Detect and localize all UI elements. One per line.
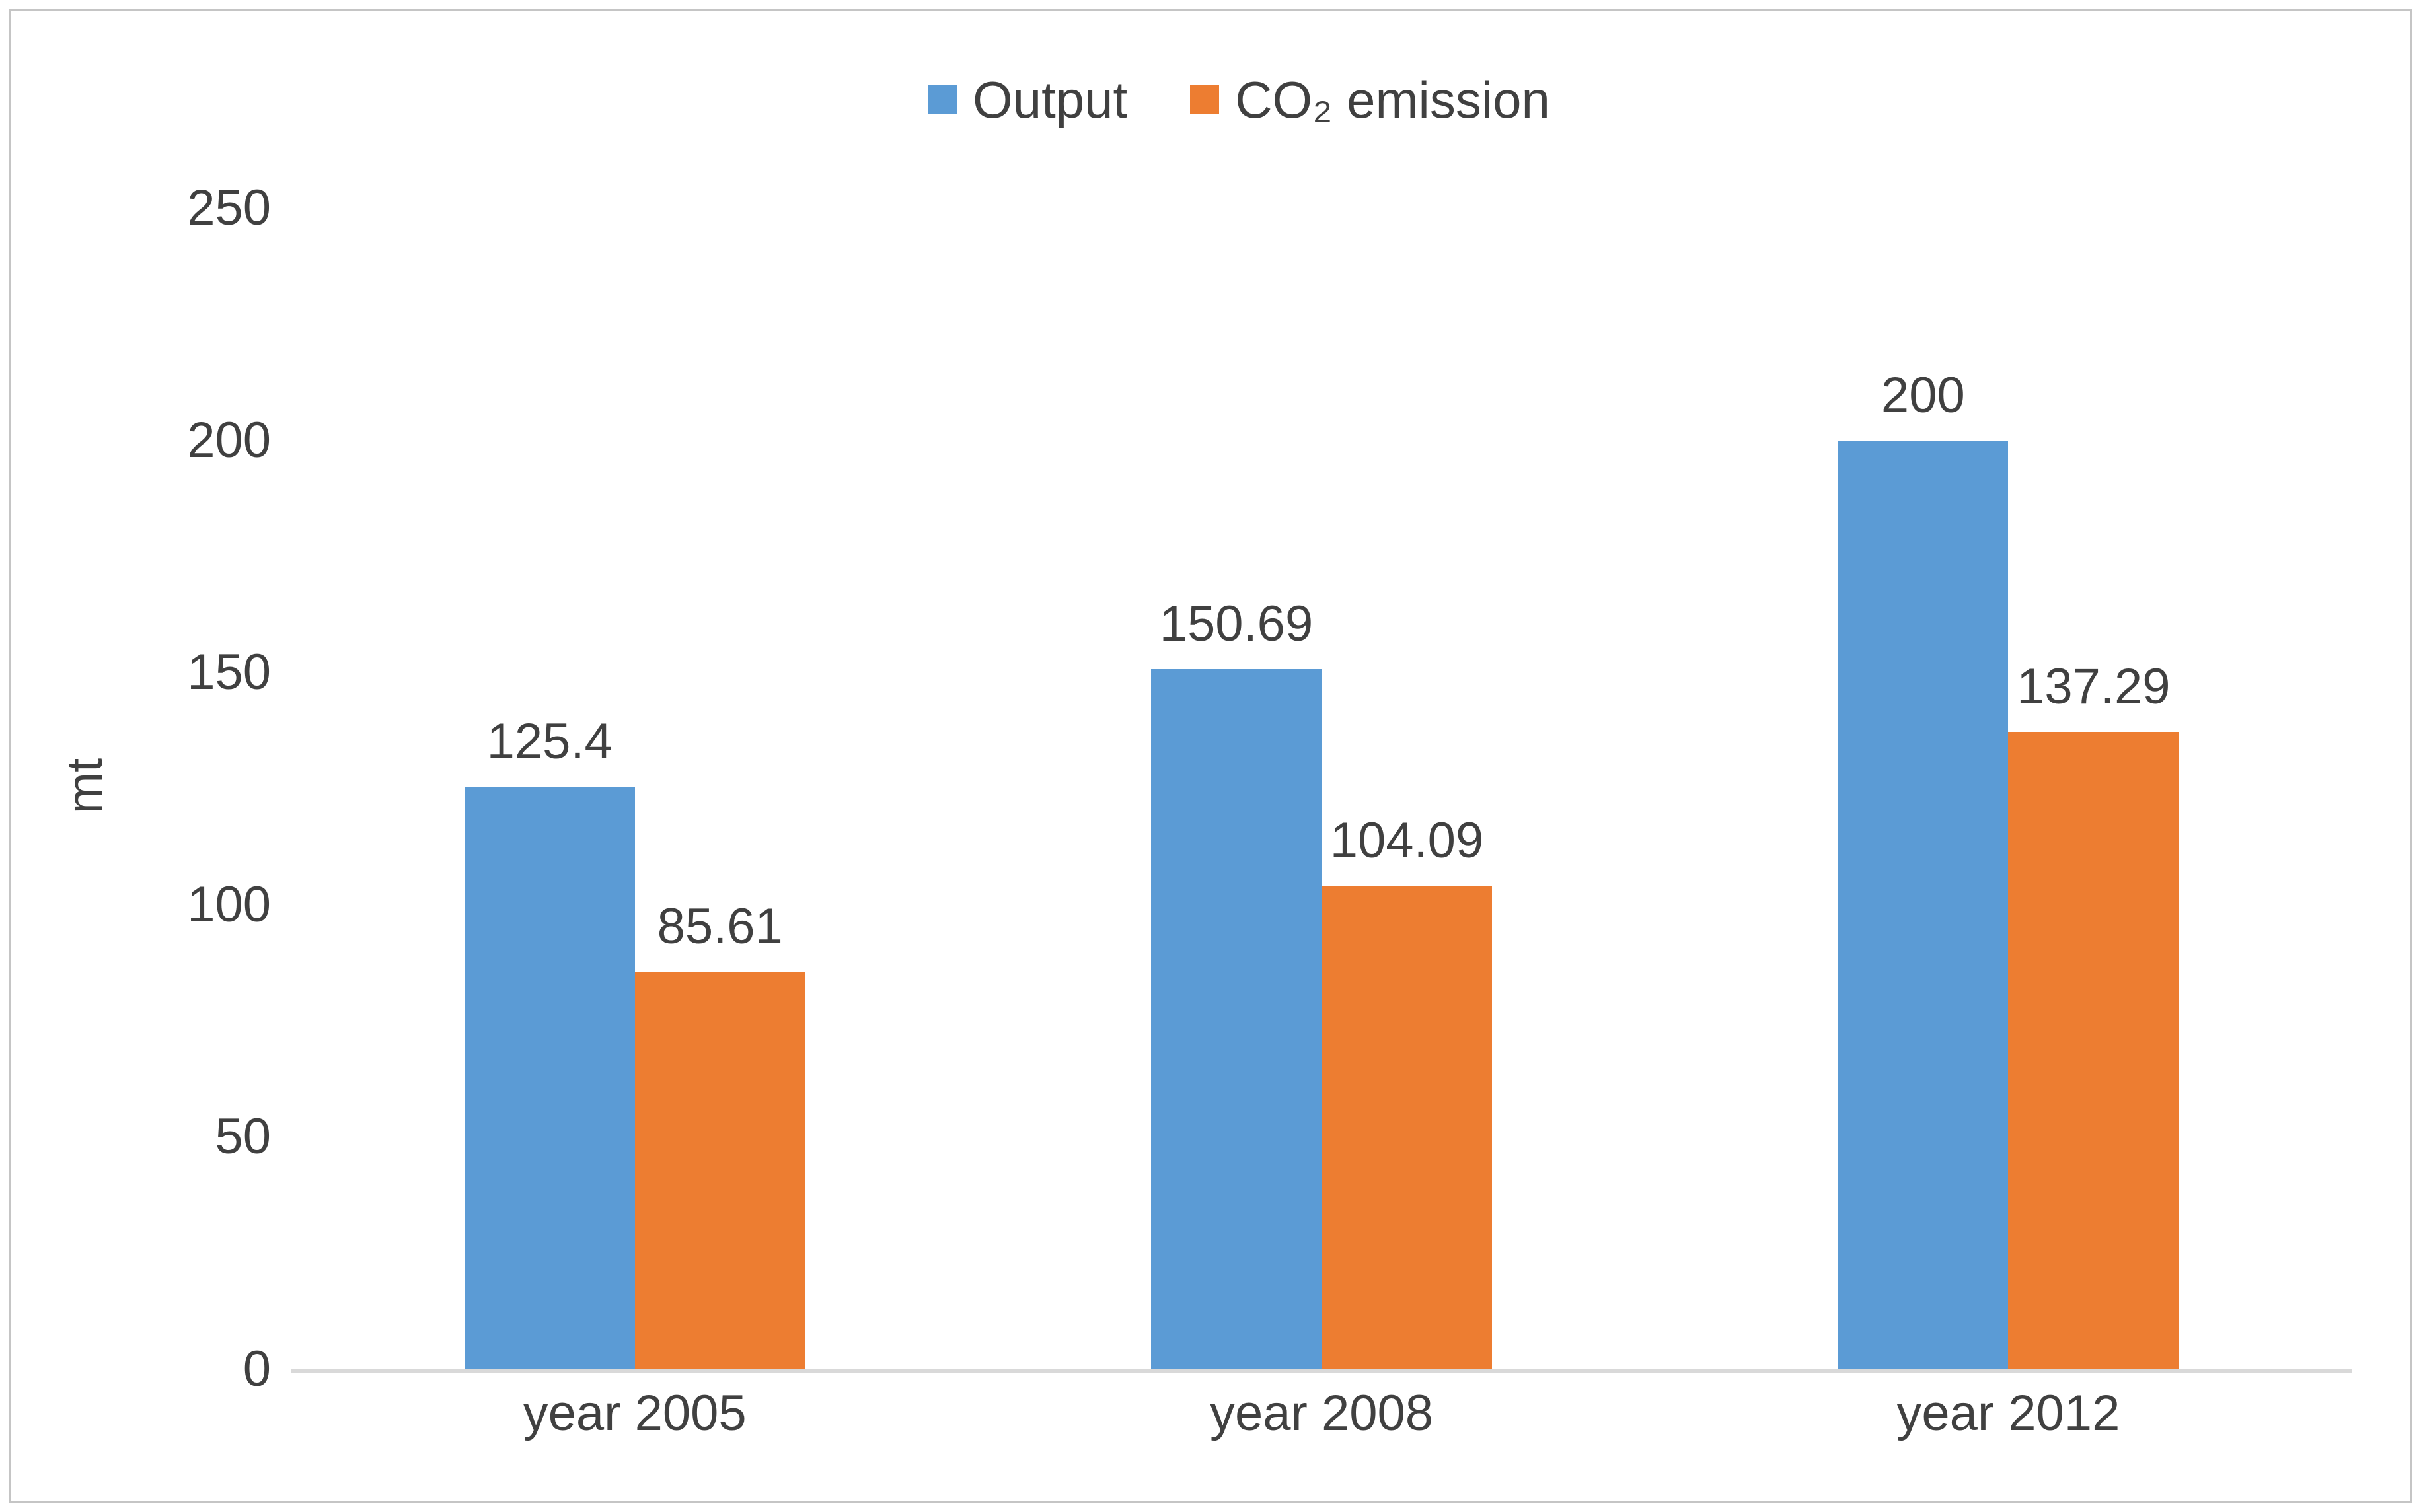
legend-item-co-emission: CO₂ emission xyxy=(1190,74,1550,126)
bar-co-emission-year-2012 xyxy=(2008,731,2179,1369)
value-label-co-emission-year-2005: 85.61 xyxy=(657,898,783,954)
y-tick-label-100: 100 xyxy=(187,876,271,933)
value-label-co-emission-year-2008: 104.09 xyxy=(1329,812,1484,869)
legend: Output CO₂ emission xyxy=(28,74,2421,126)
bar-co-emission-year-2008 xyxy=(1322,886,1492,1369)
value-label-output-year-2012: 200 xyxy=(1881,367,1965,423)
y-tick-label-250: 250 xyxy=(187,180,271,236)
x-axis-line xyxy=(291,1369,2352,1373)
bar-output-year-2005 xyxy=(464,787,635,1369)
bar-output-year-2012 xyxy=(1838,440,2009,1369)
x-category-label-year-2012: year 2012 xyxy=(1896,1385,2120,1441)
value-label-output-year-2005: 125.4 xyxy=(486,713,613,770)
legend-label-output: Output xyxy=(973,71,1128,129)
legend-label-co-emission: CO₂ emission xyxy=(1235,71,1550,129)
x-category-label-year-2008: year 2008 xyxy=(1209,1385,1434,1441)
y-tick-label-50: 50 xyxy=(215,1108,271,1165)
y-tick-label-200: 200 xyxy=(187,412,271,468)
x-category-label-year-2005: year 2005 xyxy=(523,1385,747,1441)
legend-swatch-co-emission-icon xyxy=(1190,85,1220,114)
legend-swatch-output-icon xyxy=(928,85,957,114)
bar-output-year-2008 xyxy=(1151,669,1322,1369)
bar-co-emission-year-2005 xyxy=(634,971,805,1369)
value-label-output-year-2008: 150.69 xyxy=(1159,596,1314,653)
y-tick-label-150: 150 xyxy=(187,644,271,701)
value-label-co-emission-year-2012: 137.29 xyxy=(2017,658,2171,715)
legend-item-output: Output xyxy=(928,74,1127,126)
y-tick-label-0: 0 xyxy=(242,1341,271,1397)
